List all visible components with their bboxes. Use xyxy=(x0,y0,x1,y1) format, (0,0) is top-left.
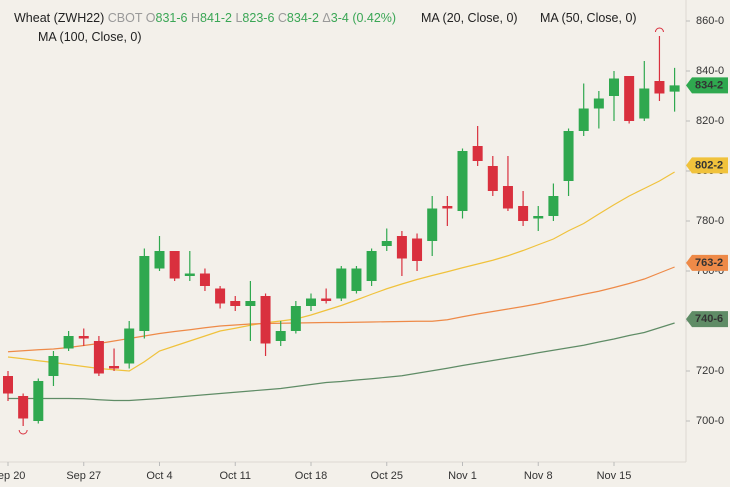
candle-body xyxy=(336,268,347,299)
candle-body xyxy=(396,236,407,259)
candle-body xyxy=(215,288,226,304)
candle-body xyxy=(199,273,210,286)
candle-body xyxy=(306,298,316,306)
y-tick-label: 720-0 xyxy=(696,365,724,377)
candle-body xyxy=(109,366,120,369)
x-tick-label: Sep 27 xyxy=(66,470,101,482)
low-marker xyxy=(18,429,28,435)
ma-line xyxy=(8,322,675,402)
candle-body xyxy=(548,196,559,216)
x-tick-label: Oct 4 xyxy=(146,470,172,482)
legend-entry: MA (20, Close, 0) xyxy=(421,11,518,25)
candle-body xyxy=(48,356,59,376)
y-tick-label: 840-0 xyxy=(696,65,724,77)
high-prefix: H xyxy=(190,11,200,25)
candle-body xyxy=(154,251,165,269)
legend-entry: MA (50, Close, 0) xyxy=(540,11,637,25)
ma-line xyxy=(7,266,675,353)
candle-body xyxy=(487,166,498,191)
low-prefix: L xyxy=(235,11,243,25)
candle-body xyxy=(78,336,89,339)
ma-last-label: 802-2 xyxy=(695,159,723,171)
candle-body xyxy=(124,328,135,364)
candle-body xyxy=(18,396,29,419)
x-tick-label: Sep 20 xyxy=(0,470,25,482)
y-tick-label: 780-0 xyxy=(696,215,724,227)
ma-line xyxy=(7,171,675,372)
close-last-box xyxy=(686,77,728,94)
x-tick-label: Nov 8 xyxy=(524,470,553,482)
candle-body xyxy=(169,251,180,279)
candle-body xyxy=(457,151,468,211)
close-value: 834-2 xyxy=(286,11,319,25)
instrument-header: Wheat (ZWH22) CBOT O831-6 H841-2 L823-6 … xyxy=(14,11,396,25)
candle-body xyxy=(351,268,362,291)
candle-body xyxy=(139,256,150,331)
y-tick-label: 700-0 xyxy=(696,415,724,427)
candle-body xyxy=(93,341,104,374)
symbol: Wheat (ZWH22) xyxy=(14,11,105,25)
close-prefix: C xyxy=(277,11,287,25)
candle-body xyxy=(260,296,271,344)
candle-body xyxy=(578,108,589,131)
candle-body xyxy=(275,331,286,341)
candle-body xyxy=(533,216,544,219)
x-tick-label: Oct 18 xyxy=(295,470,327,482)
candle-body xyxy=(624,76,635,121)
candle-body xyxy=(412,238,423,261)
candle-body xyxy=(184,273,195,276)
candle-body xyxy=(290,306,301,331)
candle-body xyxy=(639,88,650,119)
x-tick-label: Oct 11 xyxy=(219,470,251,482)
y-tick-label: 820-0 xyxy=(696,115,724,127)
candle-body xyxy=(33,381,44,421)
x-tick-label: Nov 1 xyxy=(448,470,477,482)
candle-body xyxy=(609,78,619,96)
ma-last-box xyxy=(686,254,728,271)
candle-body xyxy=(381,241,392,246)
candle-body xyxy=(366,251,377,281)
ma-last-box xyxy=(686,157,728,174)
x-tick-label: Oct 25 xyxy=(371,470,403,482)
ma-last-box xyxy=(686,311,728,328)
candle-body xyxy=(442,206,453,209)
candle-body xyxy=(230,301,241,306)
change-value: 3-4 xyxy=(330,11,349,25)
candle-body xyxy=(472,146,483,161)
open-prefix: O xyxy=(145,11,156,25)
close-last-label: 834-2 xyxy=(695,79,723,91)
change-pct: (0.42%) xyxy=(352,11,397,25)
low-value: 823-6 xyxy=(242,11,275,25)
candle-body xyxy=(563,131,574,181)
candle-body xyxy=(654,81,665,94)
candle-body xyxy=(321,298,332,301)
candle-body xyxy=(593,98,604,109)
high-value: 841-2 xyxy=(200,11,232,25)
high-marker xyxy=(654,27,664,33)
y-tick-label: 860-0 xyxy=(696,15,724,27)
candle-body xyxy=(245,301,256,306)
legend-entry: MA (100, Close, 0) xyxy=(38,30,142,44)
candle-body xyxy=(427,208,438,241)
change-prefix: Δ xyxy=(322,11,331,25)
open-value: 831-6 xyxy=(155,11,188,25)
candle-body xyxy=(669,85,680,92)
x-tick-label: Nov 15 xyxy=(597,470,632,482)
candle-body xyxy=(518,206,529,221)
ma-last-label: 740-6 xyxy=(695,313,723,325)
candle-body xyxy=(502,186,513,209)
candle-body xyxy=(63,336,74,349)
ma-last-label: 763-2 xyxy=(695,257,723,269)
candle-body xyxy=(3,376,13,394)
exchange: CBOT xyxy=(107,11,143,25)
